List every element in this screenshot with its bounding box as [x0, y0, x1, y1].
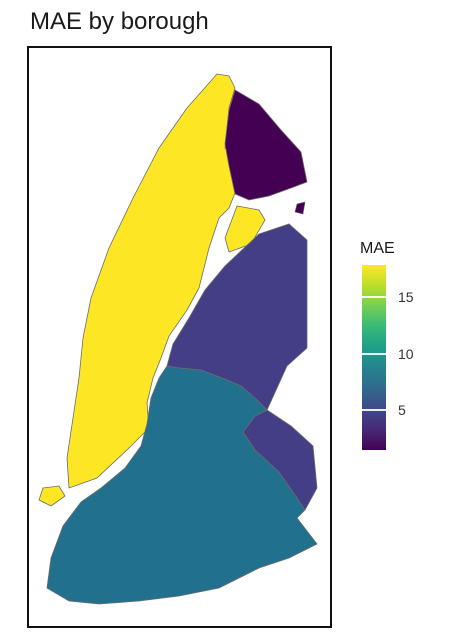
legend: MAE 15 10 5: [360, 240, 440, 450]
legend-tick-label: 5: [398, 402, 406, 419]
legend-title: MAE: [360, 240, 395, 257]
region-teal[interactable]: [46, 365, 318, 605]
legend-tick-mark: [362, 295, 386, 298]
legend-tick-mark: [362, 352, 386, 355]
legend-tick-mark: [362, 409, 386, 412]
map-panel: [27, 46, 332, 628]
borough-map: [38, 73, 318, 605]
legend-tick-label: 10: [398, 345, 414, 362]
islet-east: [294, 201, 306, 215]
legend-tick-label: 15: [398, 288, 414, 305]
region-dark-purple[interactable]: [224, 89, 308, 201]
chart-title: MAE by borough: [30, 8, 209, 35]
region-yellow-islet[interactable]: [38, 485, 66, 507]
legend-colorbar: [362, 265, 386, 450]
